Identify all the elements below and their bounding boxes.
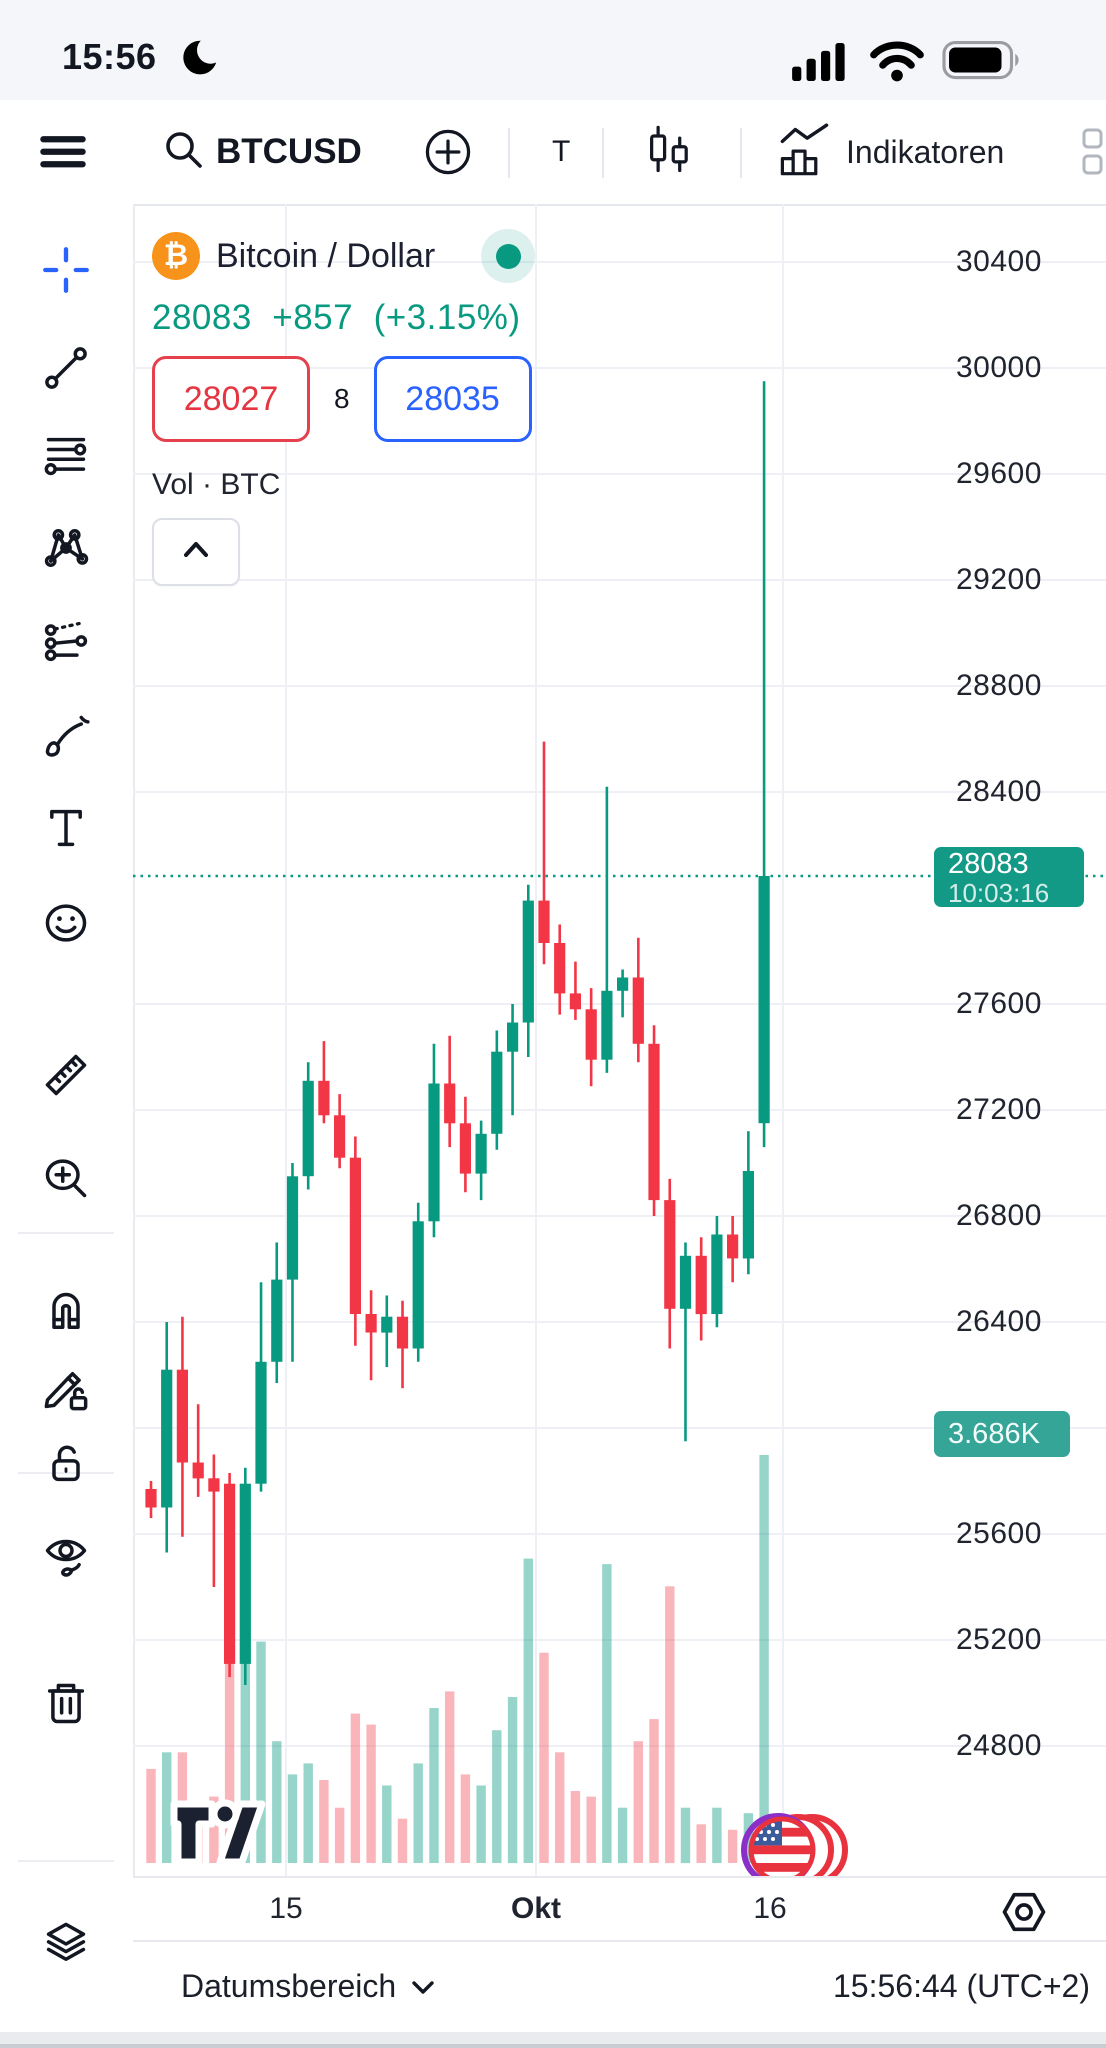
tool-drawing-edit-lock[interactable] (22, 1365, 110, 1413)
tool-measure[interactable] (22, 1051, 110, 1099)
sidebar-divider (18, 1232, 114, 1234)
toolbar-separator (740, 128, 742, 178)
price-tick-label: 26400 (956, 1305, 1042, 1338)
price-tick-label: 25200 (956, 1623, 1042, 1656)
status-time: 15:56 (62, 36, 157, 77)
price-tick-label: 27600 (956, 987, 1042, 1020)
indicators-button[interactable]: Indikatoren (778, 100, 1004, 204)
cellular-signal-icon (790, 39, 852, 86)
price-tick-label: 30000 (956, 351, 1042, 384)
drawing-toolbar (0, 204, 135, 2032)
price-tick-label: 27200 (956, 1093, 1042, 1126)
moon-icon (178, 36, 218, 85)
time-tick-label: Okt (510, 1892, 562, 1925)
time-tick-label: 15 (269, 1892, 303, 1925)
tool-text-tool[interactable] (22, 804, 110, 852)
spread-value: 8 (334, 383, 350, 414)
toolbar-separator (508, 128, 510, 178)
indicators-icon (778, 122, 832, 183)
interval-label: T (552, 135, 571, 168)
tradingview-logo (168, 1790, 268, 1881)
tool-zoom-in[interactable] (22, 1154, 110, 1202)
tool-object-tree[interactable] (22, 1920, 110, 1968)
market-open-dot[interactable] (481, 229, 536, 283)
indicators-label: Indikatoren (846, 133, 1005, 170)
symbol-search-button[interactable]: BTCUSD (162, 100, 362, 204)
tool-crosshair[interactable] (22, 246, 110, 294)
tool-emoji[interactable] (22, 899, 110, 947)
axis-settings-button[interactable] (998, 1886, 1050, 1943)
chevron-down-icon (410, 1968, 436, 2005)
tool-xabcd-pattern[interactable] (22, 524, 110, 572)
sidebar-divider (18, 1472, 114, 1474)
price-tick-label: 24800 (956, 1729, 1042, 1762)
price-change-pct: (+3.15%) (373, 298, 521, 337)
price-tick-label: 29600 (956, 457, 1042, 490)
toolbar-separator (602, 128, 604, 178)
chart-header: ₿ Bitcoin / Dollar 28083 +857 (+3.15%) 2… (152, 228, 536, 586)
search-icon (162, 128, 206, 177)
interval-button[interactable]: T (552, 100, 570, 204)
price-tick-label: 28400 (956, 775, 1042, 808)
clock-utc[interactable]: 15:56:44 (UTC+2) (832, 1968, 1090, 2004)
top-toolbar: BTCUSD T (0, 100, 1106, 206)
bottom-bar: Datumsbereich 15:56:44 (UTC+2) (133, 1940, 1106, 2034)
tool-trend-line[interactable] (22, 344, 110, 392)
tool-projection[interactable] (22, 617, 110, 665)
bar-countdown: 10:03:16 (948, 878, 1050, 908)
time-axis[interactable]: 15 Okt 16 (133, 1876, 1106, 1942)
symbol-name: BTCUSD (216, 132, 362, 171)
chart-type-button[interactable] (644, 100, 696, 204)
last-price-value: 28083 (948, 848, 1029, 880)
volume-axis-label: 3.686K (934, 1411, 1070, 1457)
layout-button-partial[interactable] (1082, 100, 1106, 204)
tool-magnet[interactable] (22, 1288, 110, 1336)
sell-button[interactable]: 28027 (152, 356, 310, 442)
btc-logo-icon: ₿ (152, 232, 200, 280)
price-change: +857 (272, 298, 354, 337)
price-tick-label: 29200 (956, 563, 1042, 596)
price-tick-label: 25600 (956, 1517, 1042, 1550)
volume-study-label[interactable]: Vol · BTC (152, 468, 281, 501)
price-tick-label: 28800 (956, 669, 1042, 702)
add-symbol-button[interactable] (422, 100, 474, 204)
wifi-icon (868, 38, 926, 87)
date-range-label: Datumsbereich (181, 1968, 397, 2004)
date-range-button[interactable]: Datumsbereich (181, 1968, 436, 2005)
last-price: 28083 (152, 298, 252, 337)
buy-button[interactable]: 28035 (373, 356, 532, 442)
candles-icon (644, 123, 696, 182)
price-change-row: 28083 +857 (+3.15%) (152, 298, 535, 338)
collapse-legend-button[interactable] (152, 518, 240, 586)
sidebar-divider (18, 1860, 114, 1862)
tool-horizontal-lines[interactable] (22, 432, 110, 480)
price-tick-label: 26800 (956, 1199, 1042, 1232)
time-tick-label: 16 (753, 1892, 787, 1925)
price-tick-label: 30400 (956, 245, 1042, 278)
last-price-axis-label: 28083 10:03:16 (934, 847, 1084, 907)
battery-icon (942, 40, 1026, 85)
tool-remove-drawings[interactable] (22, 1679, 110, 1727)
home-indicator-area (0, 2032, 1106, 2048)
economic-event-us-icon[interactable] (738, 1798, 850, 1907)
tool-brush[interactable] (22, 712, 110, 760)
tool-lock-all[interactable] (22, 1439, 110, 1487)
menu-button[interactable] (38, 100, 88, 204)
chevron-up-icon (176, 535, 216, 570)
symbol-title[interactable]: Bitcoin / Dollar (216, 236, 436, 275)
tool-hide-drawings[interactable] (22, 1532, 110, 1580)
status-bar: 15:56 (0, 0, 1106, 100)
